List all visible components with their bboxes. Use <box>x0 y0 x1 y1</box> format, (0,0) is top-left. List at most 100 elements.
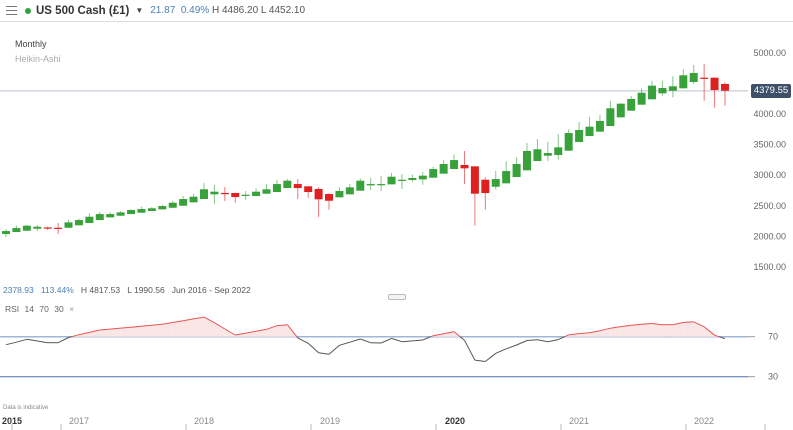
candle <box>450 154 459 170</box>
candle <box>335 187 344 198</box>
candle-body <box>304 186 313 193</box>
candle <box>22 224 31 231</box>
rsi-overbought-fill <box>276 324 288 337</box>
interval-label[interactable]: Monthly <box>15 39 47 49</box>
candle-body <box>262 189 271 194</box>
candle-body <box>606 108 615 127</box>
panel-resize-handle[interactable] <box>388 294 406 300</box>
rsi-line-segment <box>631 323 642 326</box>
candle <box>585 116 594 137</box>
rsi-line-segment <box>672 322 684 326</box>
candle <box>533 139 542 162</box>
rsi-overbought-fill <box>131 326 142 337</box>
close-rsi-icon[interactable]: × <box>69 304 75 314</box>
disclaimer: Data is indicative <box>3 405 49 411</box>
candle <box>554 134 563 160</box>
rsi-line-segment <box>703 326 715 336</box>
day-high: H 4486.20 <box>211 5 259 16</box>
rsi-line-segment <box>78 331 90 336</box>
candle-body <box>512 164 521 178</box>
candle <box>418 172 427 185</box>
rsi-overbought-fill <box>662 324 673 337</box>
candle <box>304 186 313 198</box>
rsi-overbought-fill <box>610 326 621 337</box>
rsi-overbought-fill <box>245 331 257 337</box>
rsi-line-segment <box>235 332 246 336</box>
candle-body <box>95 214 104 221</box>
rsi-line-segment <box>349 338 361 343</box>
year-label: 2019 <box>320 416 341 426</box>
rsi-upper: 70 <box>39 304 49 314</box>
instrument-dropdown-caret-icon[interactable]: ▼ <box>135 6 144 15</box>
candle-body <box>648 85 657 100</box>
candle-body <box>720 83 729 91</box>
rsi-overbought-fill <box>214 322 225 337</box>
candle <box>345 184 354 195</box>
candle <box>366 178 375 191</box>
rsi-line-segment <box>599 327 611 332</box>
rsi-line-segment <box>203 316 215 324</box>
candle-body <box>689 72 698 83</box>
rsi-overbought-fill <box>89 330 100 337</box>
candle-body <box>616 103 625 118</box>
candle-body <box>335 191 344 198</box>
candle <box>272 180 281 193</box>
rsi-line-segment <box>391 337 403 343</box>
rsi-line-segment <box>641 323 653 325</box>
rsi-level-label: 30 <box>768 372 778 382</box>
candle <box>64 219 73 228</box>
instrument-header: US 500 Cash (£1) ▼ 21.87 0.49% H 4486.20… <box>0 0 793 22</box>
candle-body <box>54 227 63 229</box>
y-tick-label: 3000.00 <box>753 170 786 180</box>
candle <box>720 82 729 106</box>
candle <box>168 201 177 208</box>
candle-body <box>502 171 511 184</box>
candle-body <box>116 212 125 216</box>
candle-body <box>564 133 573 151</box>
y-tick-label: 4000.00 <box>753 109 786 119</box>
menu-icon[interactable] <box>6 6 17 15</box>
candle-body <box>575 129 584 143</box>
rsi-overbought-fill <box>99 329 111 337</box>
candle <box>43 226 52 231</box>
rsi-line-segment <box>37 340 48 344</box>
year-label: 2017 <box>69 416 90 426</box>
rsi-line-segment <box>495 348 507 354</box>
current-price-tag: 4379.55 <box>751 84 791 98</box>
rsi-line-segment <box>214 322 226 330</box>
chart-style-label[interactable]: Heikin-Ashi <box>15 54 61 64</box>
candle <box>179 196 188 206</box>
instrument-title[interactable]: US 500 Cash (£1) <box>36 4 130 17</box>
rsi-line-segment <box>422 336 431 341</box>
price-change-pct: 0.49% <box>180 5 210 16</box>
rsi-line-segment <box>401 340 413 343</box>
rsi-line-segment <box>412 339 423 342</box>
rsi-line-segment <box>714 334 720 338</box>
time-axis: 2015 2017 2018 2019 2020 2021 2022 <box>0 416 793 430</box>
candle-body <box>314 189 323 200</box>
rsi-line-segment <box>430 335 434 338</box>
rsi-lower: 30 <box>54 304 64 314</box>
rsi-overbought-fill <box>183 318 194 337</box>
candle-body <box>325 194 334 201</box>
rsi-line-segment <box>651 323 663 326</box>
rsi-line-segment <box>120 326 132 329</box>
rsi-level-label: 70 <box>768 332 778 342</box>
candle-body <box>408 178 417 181</box>
y-tick-label: 3500.00 <box>753 140 786 150</box>
market-open-status-dot <box>25 7 31 14</box>
y-tick-label: 1500.00 <box>753 262 786 272</box>
summary-low: L 1990.56 <box>127 285 165 295</box>
candle <box>627 96 636 111</box>
candle-body <box>710 77 719 91</box>
rsi-line-segment <box>276 324 288 327</box>
candle <box>106 212 115 218</box>
rsi-line-segment <box>296 336 299 339</box>
candle-body <box>74 220 83 226</box>
candle <box>189 194 198 203</box>
rsi-header[interactable]: RSI 14 70 30 × <box>5 304 74 314</box>
candle-body <box>460 164 469 169</box>
rsi-overbought-fill <box>141 325 152 337</box>
candle <box>54 223 63 235</box>
